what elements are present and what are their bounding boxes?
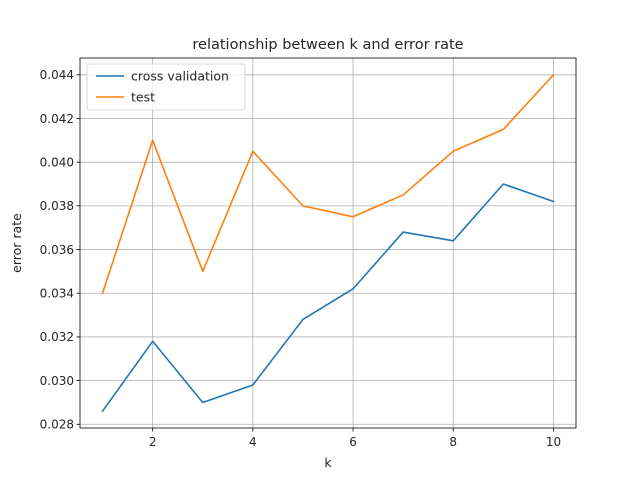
plot-area xyxy=(80,58,576,428)
y-tick-label: 0.030 xyxy=(40,374,74,388)
legend-entry: cross validation xyxy=(131,69,229,84)
x-axis-label: k xyxy=(324,455,332,470)
grid xyxy=(80,58,576,428)
y-axis: 0.028 0.030 0.032 0.034 0.036 0.038 0.040 0.042… xyxy=(40,68,80,432)
x-tick-label: 10 xyxy=(546,435,561,449)
x-tick-label: 8 xyxy=(449,435,457,449)
x-tick-label: 6 xyxy=(349,435,357,449)
series-lines xyxy=(101,73,555,413)
y-tick-label: 0.028 xyxy=(40,418,74,432)
y-tick-label: 0.032 xyxy=(40,330,74,344)
legend-entry: test xyxy=(131,90,155,105)
y-axis-label: error rate xyxy=(9,213,24,273)
y-tick-label: 0.034 xyxy=(40,287,74,301)
x-axis: 2 4 6 8 10 xyxy=(149,428,561,449)
series-line-cross-validation xyxy=(101,183,555,413)
y-tick-label: 0.044 xyxy=(40,68,74,82)
plot-frame xyxy=(79,57,577,429)
x-tick-label: 2 xyxy=(149,435,157,449)
legend-box xyxy=(86,63,246,111)
chart-title: relationship between k and error rate xyxy=(192,37,463,53)
legend: cross validation test xyxy=(86,63,246,111)
series-line-test xyxy=(101,73,555,295)
y-tick-label: 0.040 xyxy=(40,155,74,169)
x-tick-label: 4 xyxy=(249,435,257,449)
y-tick-label: 0.038 xyxy=(40,199,74,213)
y-tick-label: 0.036 xyxy=(40,243,74,257)
y-tick-label: 0.042 xyxy=(40,112,74,126)
